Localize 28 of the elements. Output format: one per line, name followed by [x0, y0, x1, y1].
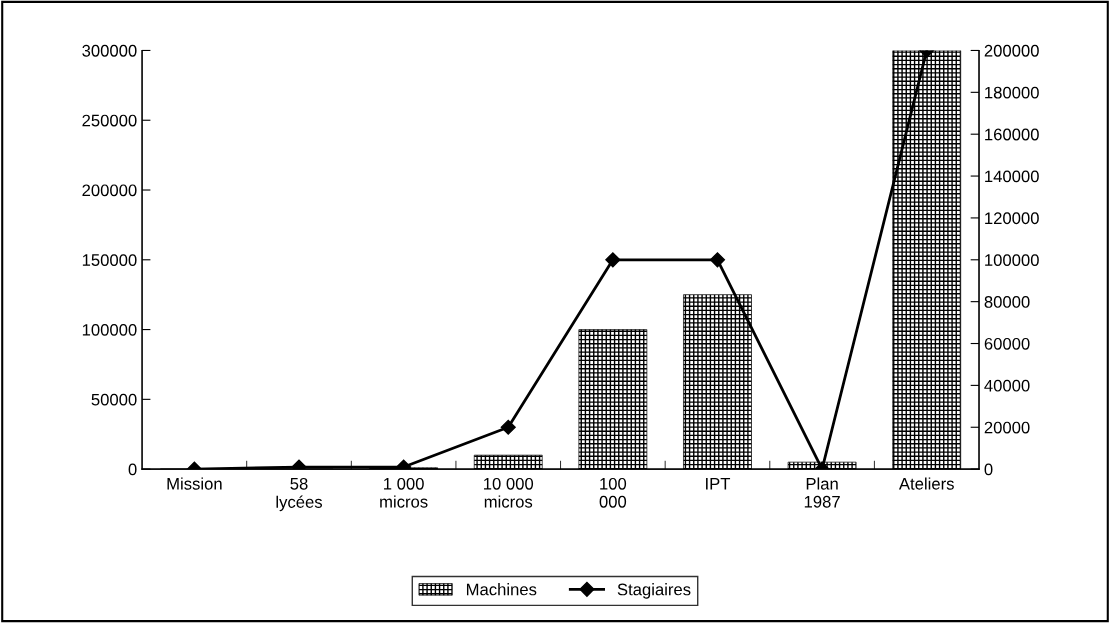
legend-label: Stagiaires: [617, 583, 691, 599]
x-tick-label: IPT: [706, 478, 731, 490]
y-tick-label: 150000: [82, 254, 137, 266]
y-tick-label: 50000: [91, 393, 137, 406]
legend-label: Machines: [466, 583, 537, 596]
y2-tick-label: 80000: [984, 296, 1030, 308]
x-tick-label: Plan 1987: [804, 477, 840, 508]
y2-tick-label: 120000: [985, 212, 1039, 225]
y2-tick-label: 200000: [984, 44, 1039, 57]
y-tick-label: 300000: [82, 44, 137, 57]
x-tick-label: Ateliers: [898, 477, 954, 490]
y2-tick-label: 0: [984, 463, 993, 476]
y2-tick-label: 100000: [985, 254, 1039, 266]
x-tick-label: 100 000: [599, 477, 627, 508]
y-tick-label: 100000: [82, 323, 137, 336]
x-tick-label: 1 000 micros: [380, 477, 428, 508]
x-tick-label: 58 lycées: [276, 477, 323, 512]
x-tick-label: Mission: [167, 477, 222, 490]
y2-tick-label: 40000: [984, 379, 1030, 392]
y2-tick-label: 180000: [985, 86, 1039, 99]
y2-tick-label: 160000: [985, 128, 1039, 141]
y-tick-label: 250000: [82, 114, 137, 127]
x-tick-label: 10 000 micros: [484, 477, 534, 508]
y2-tick-label: 60000: [984, 337, 1030, 350]
y-tick-label: 0: [128, 463, 137, 476]
y2-tick-label: 140000: [985, 170, 1039, 183]
y-tick-label: 200000: [82, 184, 137, 197]
y2-tick-label: 20000: [984, 421, 1030, 434]
